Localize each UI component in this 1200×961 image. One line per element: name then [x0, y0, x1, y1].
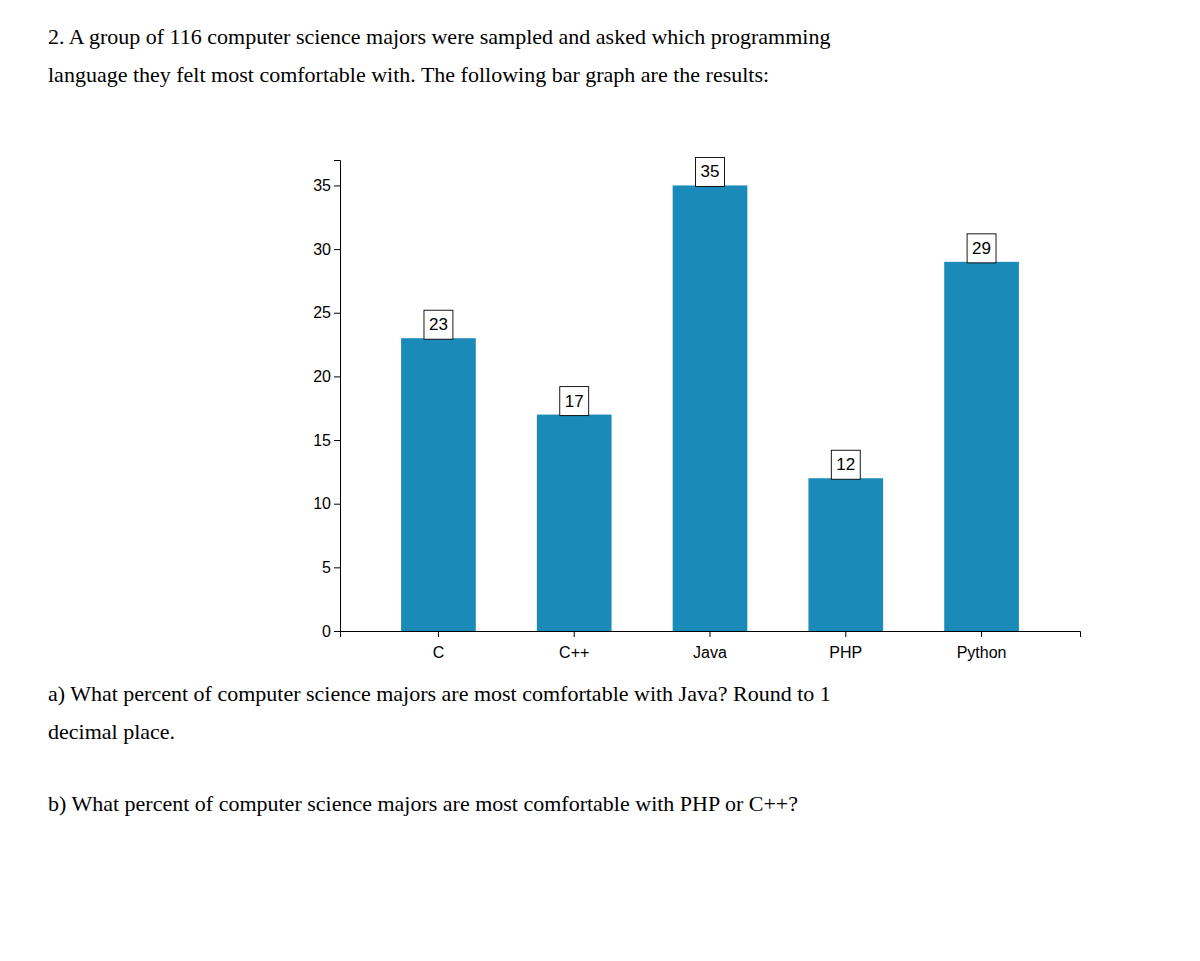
data-label: 29 — [967, 234, 996, 263]
x-axis: C C++ Java PHP Python — [341, 631, 1081, 661]
data-label-box — [560, 387, 589, 416]
data-label-text: 17 — [565, 392, 584, 411]
y-tick-mark — [334, 504, 340, 505]
bars — [401, 185, 1019, 631]
data-label-text: 12 — [836, 455, 855, 474]
y-tick-label: 0 — [322, 623, 331, 640]
bar — [537, 415, 612, 631]
annotation: a) What percent of computer science majo… — [48, 681, 831, 706]
chart: 2. A group of 116 computer science major… — [0, 0, 1200, 961]
y-tick-label: 5 — [322, 559, 331, 576]
data-label-box — [696, 157, 725, 186]
x-tick-label: PHP — [829, 644, 862, 661]
x-tick-mark — [981, 631, 982, 637]
bar — [673, 185, 748, 631]
y-tick-mark — [334, 249, 340, 250]
x-tick: C++ — [559, 631, 589, 661]
data-label: 17 — [560, 387, 589, 416]
x-tick-mark — [438, 631, 439, 637]
data-label: 12 — [831, 450, 860, 479]
y-tick: 15 — [313, 432, 340, 449]
x-axis-line — [341, 632, 1081, 638]
data-label-text: 29 — [972, 239, 991, 258]
data-label: 23 — [424, 310, 453, 339]
y-tick: 30 — [313, 241, 340, 258]
bar — [401, 338, 476, 631]
y-tick-mark — [334, 313, 340, 314]
x-tick-label: C — [433, 644, 445, 661]
x-tick-label: Java — [693, 644, 727, 661]
y-tick-label: 35 — [313, 177, 331, 194]
bar — [944, 262, 1019, 631]
y-axis: 0 5 10 15 20 25 30 35 — [313, 161, 340, 640]
data-label-text: 23 — [429, 315, 448, 334]
y-tick-label: 20 — [313, 368, 331, 385]
y-tick-label: 15 — [313, 432, 331, 449]
data-label-box — [967, 234, 996, 263]
y-tick: 35 — [313, 177, 340, 194]
y-tick: 0 — [322, 623, 340, 640]
y-tick-label: 30 — [313, 241, 331, 258]
annotation: b) What percent of computer science majo… — [48, 791, 798, 816]
data-label-text: 35 — [701, 162, 720, 181]
y-tick-label: 25 — [313, 304, 331, 321]
x-tick-mark — [710, 631, 711, 637]
x-tick-mark — [574, 631, 575, 637]
data-label-box — [831, 450, 860, 479]
bar — [808, 478, 883, 631]
y-axis-line — [334, 161, 341, 632]
data-labels: 23 17 35 12 29 — [424, 157, 996, 479]
y-tick: 20 — [313, 368, 340, 385]
x-tick-label: Python — [957, 644, 1007, 661]
y-tick-mark — [334, 185, 340, 186]
data-label-box — [424, 310, 453, 339]
data-label: 35 — [696, 157, 725, 186]
x-tick-label: C++ — [559, 644, 589, 661]
x-tick: Python — [957, 631, 1007, 661]
plot: 05101520253035CC++JavaPHPPython231735122… — [313, 157, 1080, 660]
y-tick-mark — [334, 440, 340, 441]
x-tick: Java — [693, 631, 727, 661]
y-tick: 5 — [322, 559, 340, 576]
y-tick-label: 10 — [313, 495, 331, 512]
title: language they felt most comfortable with… — [48, 62, 769, 87]
x-tick: C — [433, 631, 445, 661]
x-tick: PHP — [829, 631, 862, 661]
y-tick: 10 — [313, 495, 340, 512]
y-tick: 25 — [313, 304, 340, 321]
x-tick-mark — [845, 631, 846, 637]
y-tick-mark — [334, 631, 340, 632]
title: 2. A group of 116 computer science major… — [48, 24, 830, 49]
annotation: decimal place. — [48, 719, 175, 744]
y-tick-mark — [334, 567, 340, 568]
y-tick-mark — [334, 376, 340, 377]
